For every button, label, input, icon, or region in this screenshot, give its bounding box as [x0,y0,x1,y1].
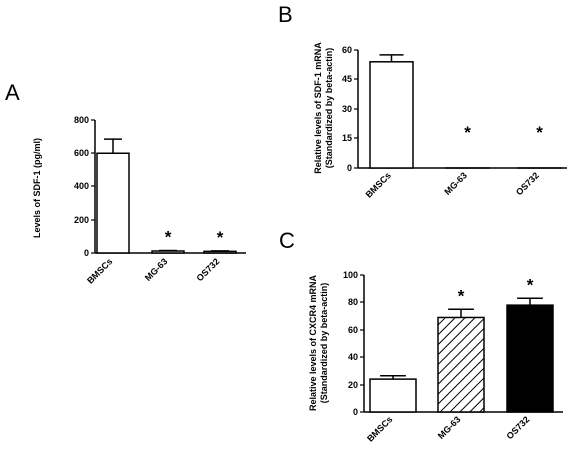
bar-bmscs [369,61,414,169]
bar-bmscs [96,152,130,254]
panel-letter: A [5,80,20,105]
y-axis-label: Levels of SDF-1 (pg/ml) [32,138,42,238]
y-tick-label: 800 [74,115,89,125]
y-tick-label: 0 [84,248,89,258]
y-tick-label: 30 [342,104,352,114]
y-tick-label: 60 [342,45,352,55]
y-tick-label: 45 [342,74,352,84]
y-axis-label: Relative levels of CXCR4 mRNA [308,274,318,411]
chart-panel-b: B 0 15 30 45 60 Relative levels of SDF-1 mRNA(… [278,2,567,200]
y-axis-label: (Standardized by beta-actin) [324,48,334,169]
y-tick-label: 20 [348,380,358,390]
y-tick-label: 80 [348,297,358,307]
category-label: BMSCs [365,414,394,443]
category-label: BMSCs [364,170,393,199]
bar-os732 [506,304,554,413]
y-tick-label: 0 [353,407,358,417]
category-label: MG-63 [436,414,463,441]
panel-letter: B [278,2,293,27]
category-label: OS732 [514,170,541,197]
category-label: BMSCs [85,256,114,285]
y-tick-label: 60 [348,325,358,335]
category-label: OS732 [195,256,222,283]
chart-panel-a: A 0 200 400 600 800 Levels of SDF-1 (pg/ml) BMS… [5,80,246,286]
bar-mg-63 [437,316,485,413]
category-label: OS732 [505,414,532,441]
significance-star: * [458,286,465,305]
significance-star: * [527,275,534,294]
chart-panel-c: C 0 20 40 60 80 100 Relative levels of CXCR4 mR… [279,228,563,444]
significance-star: * [536,123,543,142]
y-tick-label: 200 [74,215,89,225]
significance-star: * [464,123,471,142]
y-axis-label: Relative levels of SDF-1 mRNA [313,42,323,174]
bar-mg-63 [151,250,185,254]
significance-star: * [217,228,224,247]
panel-letter: C [279,228,295,253]
bar-bmscs [369,378,417,413]
category-label: MG-63 [442,170,469,197]
y-tick-label: 15 [342,133,352,143]
y-tick-label: 40 [348,352,358,362]
significance-star: * [165,228,172,247]
y-tick-label: 600 [74,148,89,158]
y-tick-label: 100 [343,270,358,280]
category-label: MG-63 [143,256,170,283]
y-tick-label: 0 [347,163,352,173]
y-axis-label: (Standardized by beta-actin) [319,283,329,404]
y-tick-label: 400 [74,181,89,191]
